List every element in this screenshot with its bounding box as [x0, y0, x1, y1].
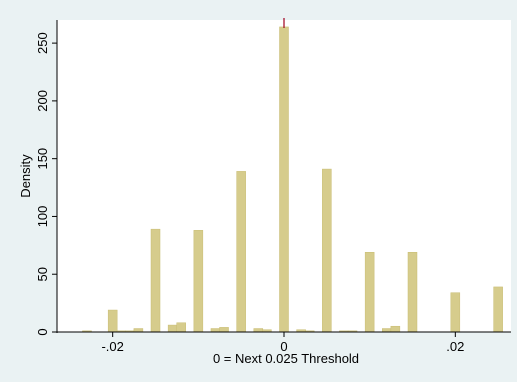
histogram-bar — [210, 328, 221, 333]
y-tick-label: 0 — [35, 328, 50, 335]
x-tick-label: -.02 — [101, 339, 123, 354]
histogram-bar — [176, 322, 186, 333]
histogram-bar — [279, 26, 289, 333]
x-tick-label: .02 — [446, 339, 464, 354]
y-tick-label: 200 — [35, 90, 50, 112]
histogram-bar — [133, 328, 144, 333]
histogram-bar — [450, 292, 461, 333]
histogram-bar — [364, 252, 375, 333]
y-axis-title: Density — [18, 154, 33, 198]
histogram-bar — [390, 325, 401, 333]
histogram-bar — [150, 228, 161, 333]
y-tick-label: 50 — [35, 267, 50, 281]
histogram-bar — [253, 328, 264, 333]
x-axis-title: 0 = Next 0.025 Threshold — [213, 351, 359, 366]
histogram-bar — [219, 327, 229, 333]
histogram-bar — [493, 286, 503, 333]
histogram-bar — [322, 168, 332, 333]
histogram-bar — [107, 309, 118, 333]
histogram-bar — [407, 252, 418, 333]
y-tick-label: 100 — [35, 206, 50, 228]
y-tick-label: 250 — [35, 32, 50, 54]
histogram-bar — [167, 324, 178, 333]
histogram-bar — [193, 230, 204, 333]
histogram-bar — [236, 171, 246, 333]
histogram-bar — [382, 328, 392, 333]
y-tick-label: 150 — [35, 148, 50, 170]
x-tick-label: 0 — [280, 339, 287, 354]
axes-group: 0 50 100 150 200 250 -.02 0 .02 — [35, 18, 511, 354]
